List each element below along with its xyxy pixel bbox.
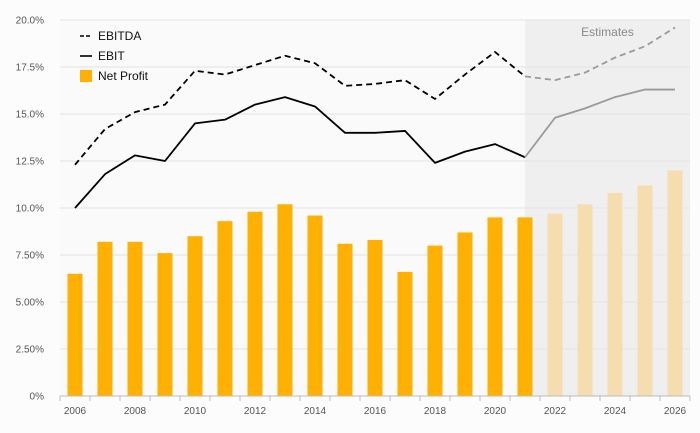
bar-net-profit-2020 (487, 217, 503, 396)
y-tick-label: 5.00% (16, 298, 44, 309)
bar-net-profit-2015 (337, 243, 353, 396)
y-tick-label: 0% (30, 392, 45, 403)
bar-net-profit-2012 (247, 211, 263, 396)
x-tick-label: 2016 (364, 406, 387, 417)
bar-net-profit-2009 (157, 253, 173, 396)
x-tick-label: 2026 (664, 406, 687, 417)
x-tick-label: 2024 (604, 406, 627, 417)
bars (67, 170, 683, 396)
legend-net-profit-swatch-icon (80, 70, 92, 82)
x-tick-label: 2014 (304, 406, 327, 417)
x-tick-label: 2006 (64, 406, 87, 417)
x-tick-label: 2018 (424, 406, 447, 417)
bar-net-profit-2011 (217, 221, 233, 396)
x-tick-label: 2012 (244, 406, 267, 417)
y-tick-label: 7.50% (16, 251, 44, 262)
bar-net-profit-2014 (307, 215, 323, 396)
line-ebit-estimate (524, 88, 675, 158)
bar-net-profit-2007 (97, 241, 113, 396)
y-tick-label: 10.0% (16, 204, 44, 215)
bar-net-profit-2022 (547, 213, 563, 396)
bar-net-profit-2021 (517, 217, 533, 396)
x-tick-label: 2022 (544, 406, 567, 417)
legend-net-profit-label: Net Profit (98, 69, 149, 83)
y-tick-label: 2.50% (16, 345, 44, 356)
bar-net-profit-2017 (397, 271, 413, 396)
line-ebit-actual (74, 96, 526, 209)
y-tick-label: 17.5% (16, 63, 44, 74)
bar-net-profit-2026 (667, 170, 683, 396)
x-tick-label: 2010 (184, 406, 207, 417)
bar-net-profit-2024 (607, 192, 623, 396)
bar-net-profit-2023 (577, 204, 593, 396)
bar-net-profit-2016 (367, 239, 383, 396)
lines (74, 26, 676, 209)
y-tick-label: 12.5% (16, 157, 44, 168)
line-ebitda-estimate (524, 26, 676, 82)
axes: 0% 2.50% 5.00% 7.50% 10.0% 12.5% 15.0% 17.5% 20.… (16, 16, 691, 417)
bar-net-profit-2025 (637, 185, 653, 396)
x-tick-label: 2008 (124, 406, 147, 417)
estimates-label: Estimates (581, 25, 634, 39)
y-tick-label: 15.0% (16, 110, 44, 121)
legend: EBITDA EBIT Net Profit (80, 29, 149, 83)
x-tick-label: 2020 (484, 406, 507, 417)
bar-net-profit-2013 (277, 204, 293, 396)
legend-ebit-label: EBIT (98, 49, 125, 63)
bar-net-profit-2019 (457, 232, 473, 396)
bar-net-profit-2018 (427, 245, 443, 396)
bar-net-profit-2008 (127, 241, 143, 396)
y-tick-label: 20.0% (16, 16, 44, 27)
legend-ebitda-label: EBITDA (98, 29, 141, 43)
bar-net-profit-2006 (67, 273, 83, 396)
bar-net-profit-2010 (187, 236, 203, 396)
line-ebitda-actual (74, 51, 526, 166)
